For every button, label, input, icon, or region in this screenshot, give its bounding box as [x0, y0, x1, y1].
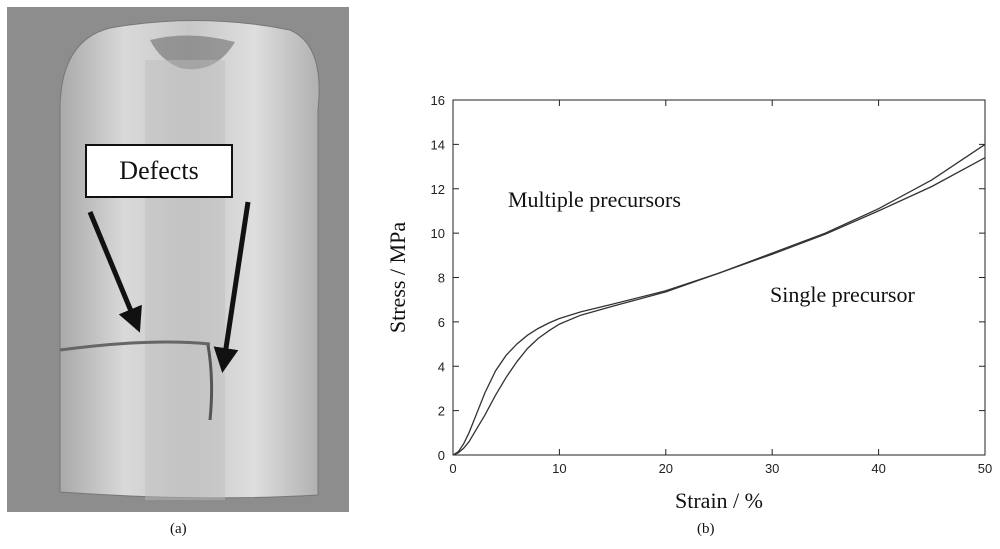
- defect-arrow-left: [87, 211, 142, 333]
- panel-a-caption: (a): [170, 521, 187, 537]
- y-tick-label: 4: [438, 359, 445, 374]
- y-axis-label: Stress / MPa: [385, 222, 410, 333]
- specimen-cavity: [150, 35, 235, 70]
- x-axis-label: Strain / %: [675, 488, 763, 513]
- y-tick-label: 2: [438, 404, 445, 419]
- defect-crack-left: [59, 340, 211, 352]
- specimen-weld-band: [145, 60, 225, 500]
- x-tick-label: 10: [552, 461, 566, 476]
- defects-callout-label: Defects: [119, 156, 198, 185]
- x-tick-label: 0: [449, 461, 456, 476]
- plot-frame: [452, 99, 986, 456]
- y-tick-label: 12: [431, 182, 445, 197]
- y-tick-label: 10: [431, 226, 445, 241]
- annotation-multiple-precursors: Multiple precursors: [508, 187, 681, 212]
- defects-callout-box: [85, 144, 233, 198]
- defect-crack-right: [206, 344, 214, 421]
- panel-b-caption: (b): [697, 521, 715, 537]
- specimen-body: [59, 20, 320, 499]
- series-line-1: [452, 143, 986, 456]
- x-tick-label: 20: [659, 461, 673, 476]
- y-tick-label: 14: [431, 137, 445, 152]
- y-tick-label: 16: [431, 93, 445, 108]
- annotation-single-precursor: Single precursor: [770, 282, 915, 307]
- x-tick-label: 30: [765, 461, 779, 476]
- series-line-2: [452, 157, 986, 456]
- y-tick-label: 0: [438, 448, 445, 463]
- x-tick-label: 50: [978, 461, 992, 476]
- defect-arrow-right: [213, 201, 251, 373]
- y-tick-label: 6: [438, 315, 445, 330]
- y-tick-label: 8: [438, 271, 445, 286]
- x-tick-label: 40: [871, 461, 885, 476]
